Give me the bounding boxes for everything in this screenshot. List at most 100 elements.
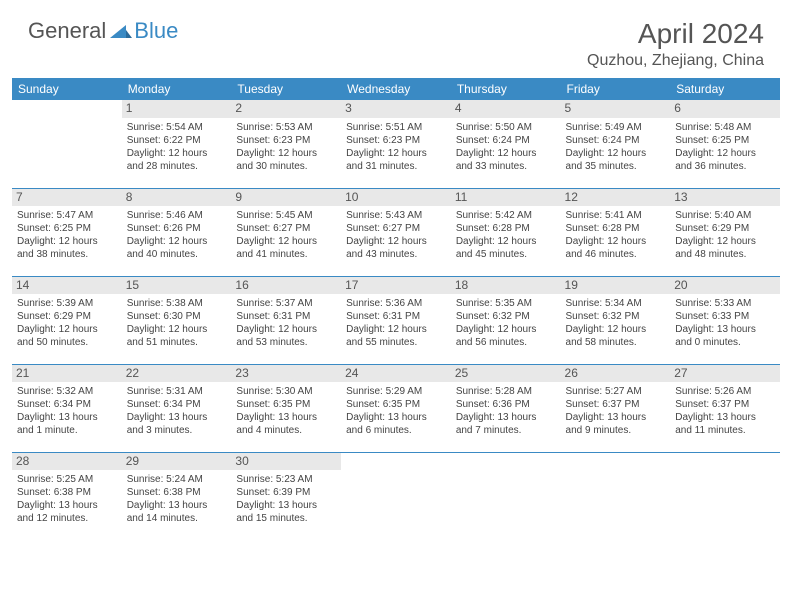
brand-triangle-icon	[110, 20, 132, 43]
calendar-day-cell: 18Sunrise: 5:35 AMSunset: 6:32 PMDayligh…	[451, 276, 561, 364]
sunrise-text: Sunrise: 5:23 AM	[236, 473, 336, 486]
calendar-day-cell: 22Sunrise: 5:31 AMSunset: 6:34 PMDayligh…	[122, 364, 232, 452]
sunset-text: Sunset: 6:22 PM	[127, 134, 227, 147]
sunset-text: Sunset: 6:31 PM	[236, 310, 336, 323]
calendar-day-cell	[561, 452, 671, 540]
sunrise-text: Sunrise: 5:53 AM	[236, 121, 336, 134]
day-number: 29	[122, 453, 232, 471]
calendar-day-cell: 30Sunrise: 5:23 AMSunset: 6:39 PMDayligh…	[231, 452, 341, 540]
calendar-day-cell: 5Sunrise: 5:49 AMSunset: 6:24 PMDaylight…	[561, 100, 671, 188]
day-number: 10	[341, 189, 451, 207]
daylight-text: Daylight: 12 hours and 41 minutes.	[236, 235, 336, 261]
calendar-day-cell: 28Sunrise: 5:25 AMSunset: 6:38 PMDayligh…	[12, 452, 122, 540]
sunset-text: Sunset: 6:30 PM	[127, 310, 227, 323]
sunset-text: Sunset: 6:24 PM	[566, 134, 666, 147]
day-number: 17	[341, 277, 451, 295]
calendar-body: 1Sunrise: 5:54 AMSunset: 6:22 PMDaylight…	[12, 100, 780, 540]
calendar-day-cell: 29Sunrise: 5:24 AMSunset: 6:38 PMDayligh…	[122, 452, 232, 540]
calendar-week-row: 28Sunrise: 5:25 AMSunset: 6:38 PMDayligh…	[12, 452, 780, 540]
sunset-text: Sunset: 6:29 PM	[675, 222, 775, 235]
day-number: 9	[231, 189, 341, 207]
title-block: April 2024 Quzhou, Zhejiang, China	[587, 18, 764, 70]
daylight-text: Daylight: 12 hours and 50 minutes.	[17, 323, 117, 349]
sunrise-text: Sunrise: 5:42 AM	[456, 209, 556, 222]
sunset-text: Sunset: 6:28 PM	[566, 222, 666, 235]
day-number: 2	[231, 100, 341, 118]
day-number: 16	[231, 277, 341, 295]
day-number: 11	[451, 189, 561, 207]
day-number: 18	[451, 277, 561, 295]
daylight-text: Daylight: 12 hours and 45 minutes.	[456, 235, 556, 261]
sunrise-text: Sunrise: 5:48 AM	[675, 121, 775, 134]
calendar-week-row: 1Sunrise: 5:54 AMSunset: 6:22 PMDaylight…	[12, 100, 780, 188]
sunrise-text: Sunrise: 5:40 AM	[675, 209, 775, 222]
sunrise-text: Sunrise: 5:35 AM	[456, 297, 556, 310]
calendar-day-cell: 6Sunrise: 5:48 AMSunset: 6:25 PMDaylight…	[670, 100, 780, 188]
calendar-day-cell: 23Sunrise: 5:30 AMSunset: 6:35 PMDayligh…	[231, 364, 341, 452]
daylight-text: Daylight: 12 hours and 55 minutes.	[346, 323, 446, 349]
day-header-cell: Thursday	[451, 78, 561, 100]
day-number: 22	[122, 365, 232, 383]
month-title: April 2024	[587, 18, 764, 50]
sunrise-text: Sunrise: 5:50 AM	[456, 121, 556, 134]
calendar-day-cell: 8Sunrise: 5:46 AMSunset: 6:26 PMDaylight…	[122, 188, 232, 276]
sunrise-text: Sunrise: 5:25 AM	[17, 473, 117, 486]
day-number: 6	[670, 100, 780, 118]
day-number: 5	[561, 100, 671, 118]
sunset-text: Sunset: 6:38 PM	[17, 486, 117, 499]
daylight-text: Daylight: 12 hours and 28 minutes.	[127, 147, 227, 173]
calendar-day-cell: 27Sunrise: 5:26 AMSunset: 6:37 PMDayligh…	[670, 364, 780, 452]
day-number: 28	[12, 453, 122, 471]
calendar-day-cell	[451, 452, 561, 540]
day-number: 19	[561, 277, 671, 295]
day-header-cell: Saturday	[670, 78, 780, 100]
sunset-text: Sunset: 6:37 PM	[675, 398, 775, 411]
sunrise-text: Sunrise: 5:47 AM	[17, 209, 117, 222]
day-number: 1	[122, 100, 232, 118]
sunrise-text: Sunrise: 5:41 AM	[566, 209, 666, 222]
day-number: 20	[670, 277, 780, 295]
day-number: 21	[12, 365, 122, 383]
day-number: 15	[122, 277, 232, 295]
daylight-text: Daylight: 13 hours and 3 minutes.	[127, 411, 227, 437]
daylight-text: Daylight: 12 hours and 51 minutes.	[127, 323, 227, 349]
sunset-text: Sunset: 6:27 PM	[346, 222, 446, 235]
calendar-day-cell: 12 Sunrise: 5:41 AMSunset: 6:28 PMDayligh…	[561, 188, 671, 276]
day-number: 24	[341, 365, 451, 383]
daylight-text: Daylight: 13 hours and 0 minutes.	[675, 323, 775, 349]
sunrise-text: Sunrise: 5:43 AM	[346, 209, 446, 222]
sunset-text: Sunset: 6:32 PM	[566, 310, 666, 323]
day-number: 23	[231, 365, 341, 383]
calendar-day-cell: 26Sunrise: 5:27 AMSunset: 6:37 PMDayligh…	[561, 364, 671, 452]
daylight-text: Daylight: 13 hours and 14 minutes.	[127, 499, 227, 525]
day-header-cell: Monday	[122, 78, 232, 100]
day-header-cell: Tuesday	[231, 78, 341, 100]
sunrise-text: Sunrise: 5:45 AM	[236, 209, 336, 222]
sunset-text: Sunset: 6:38 PM	[127, 486, 227, 499]
day-number: 3	[341, 100, 451, 118]
daylight-text: Daylight: 12 hours and 40 minutes.	[127, 235, 227, 261]
calendar-day-cell: 9Sunrise: 5:45 AMSunset: 6:27 PMDaylight…	[231, 188, 341, 276]
day-header-cell: Wednesday	[341, 78, 451, 100]
sunset-text: Sunset: 6:34 PM	[127, 398, 227, 411]
sunset-text: Sunset: 6:25 PM	[675, 134, 775, 147]
day-header-row: SundayMondayTuesdayWednesdayThursdayFrid…	[12, 78, 780, 100]
day-number: 7	[12, 189, 122, 207]
logo-text-general: General	[28, 18, 106, 44]
calendar-week-row: 7Sunrise: 5:47 AMSunset: 6:25 PMDaylight…	[12, 188, 780, 276]
sunset-text: Sunset: 6:35 PM	[236, 398, 336, 411]
daylight-text: Daylight: 13 hours and 1 minute.	[17, 411, 117, 437]
calendar-day-cell: 16Sunrise: 5:37 AMSunset: 6:31 PMDayligh…	[231, 276, 341, 364]
location-subtitle: Quzhou, Zhejiang, China	[587, 52, 764, 70]
day-number: 27	[670, 365, 780, 383]
sunrise-text: Sunrise: 5:46 AM	[127, 209, 227, 222]
daylight-text: Daylight: 12 hours and 46 minutes.	[566, 235, 666, 261]
sunrise-text: Sunrise: 5:32 AM	[17, 385, 117, 398]
day-number: 4	[451, 100, 561, 118]
sunrise-text: Sunrise: 5:37 AM	[236, 297, 336, 310]
day-number: 12	[561, 189, 671, 207]
sunset-text: Sunset: 6:26 PM	[127, 222, 227, 235]
calendar-day-cell: 21Sunrise: 5:32 AMSunset: 6:34 PMDayligh…	[12, 364, 122, 452]
calendar-day-cell: 24Sunrise: 5:29 AMSunset: 6:35 PMDayligh…	[341, 364, 451, 452]
day-number: 14	[12, 277, 122, 295]
